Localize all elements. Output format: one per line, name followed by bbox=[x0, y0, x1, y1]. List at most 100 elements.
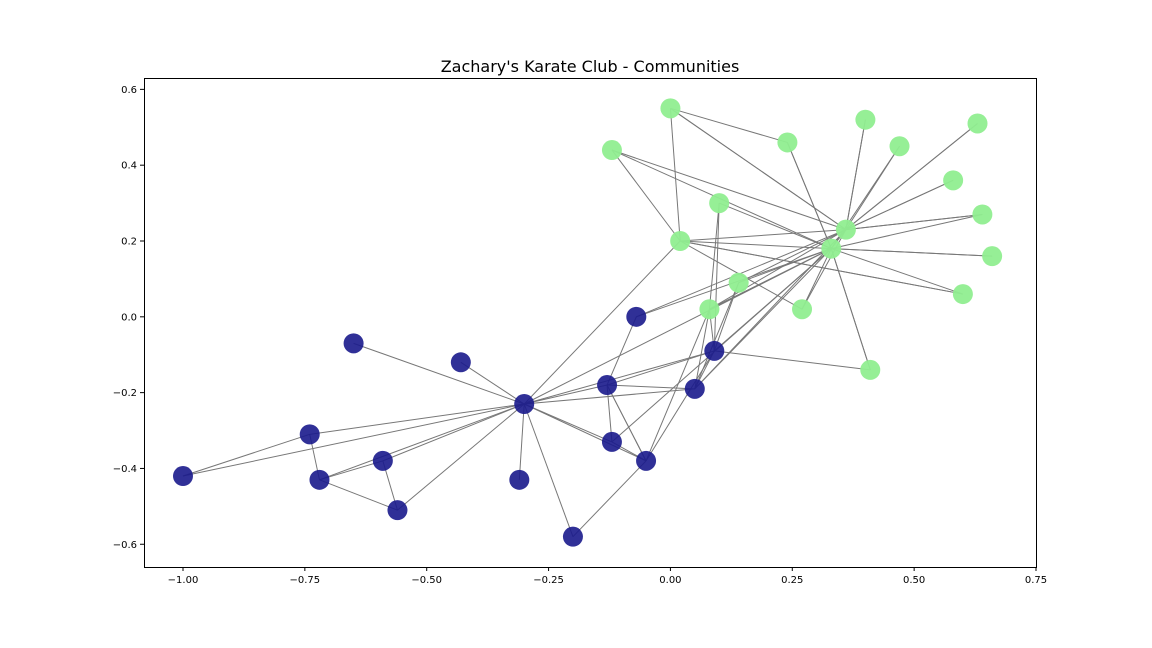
edge-68 bbox=[714, 350, 871, 371]
node-11 bbox=[509, 469, 530, 490]
edges-layer bbox=[182, 107, 993, 538]
edge-28 bbox=[319, 460, 383, 481]
node-13 bbox=[626, 306, 647, 327]
edge-76 bbox=[845, 119, 866, 230]
edge-25 bbox=[645, 309, 710, 462]
node-31 bbox=[777, 132, 798, 153]
node-20 bbox=[728, 272, 749, 293]
edge-74 bbox=[670, 107, 847, 231]
nodes-layer bbox=[172, 98, 1003, 547]
edge-67 bbox=[830, 248, 871, 371]
node-16 bbox=[821, 238, 842, 259]
edge-4 bbox=[382, 403, 525, 462]
node-1 bbox=[597, 375, 618, 396]
y-axis: 0.6 0.4 0.2 0.0 −0.2 −0.4 −0.6 bbox=[113, 85, 144, 551]
node-12 bbox=[562, 526, 583, 547]
edge-19 bbox=[606, 350, 715, 386]
edge-57 bbox=[611, 149, 847, 231]
node-33 bbox=[601, 140, 622, 161]
edge-73 bbox=[611, 149, 681, 242]
edge-78 bbox=[845, 213, 983, 231]
edge-64 bbox=[713, 203, 720, 351]
x-tick-label-6: 0.50 bbox=[903, 575, 925, 586]
node-0 bbox=[514, 394, 535, 414]
y-tick-label-2: 0.2 bbox=[121, 237, 137, 248]
x-tick-label-1: −0.75 bbox=[290, 575, 321, 586]
node-8 bbox=[172, 466, 193, 487]
node-5 bbox=[372, 450, 393, 471]
edge-42 bbox=[831, 248, 964, 295]
edge-79 bbox=[831, 248, 993, 257]
node-26 bbox=[972, 204, 993, 225]
edge-54 bbox=[845, 145, 900, 230]
x-tick-label-7: 0.75 bbox=[1025, 575, 1047, 586]
edge-20 bbox=[607, 384, 695, 390]
edge-2 bbox=[523, 403, 613, 443]
node-9 bbox=[343, 333, 364, 354]
edge-7 bbox=[182, 403, 525, 477]
edge-71 bbox=[670, 107, 788, 143]
chart-title: Zachary's Karate Club - Communities bbox=[441, 57, 740, 76]
y-tick-label-6: −0.6 bbox=[113, 540, 137, 551]
node-17 bbox=[835, 219, 856, 240]
edge-21 bbox=[606, 384, 647, 462]
edge-8 bbox=[353, 342, 525, 405]
x-tick-label-5: 0.25 bbox=[781, 575, 803, 586]
edge-30 bbox=[182, 433, 310, 477]
node-32 bbox=[660, 98, 681, 119]
node-22 bbox=[792, 299, 813, 320]
edge-65 bbox=[694, 282, 740, 390]
edge-72 bbox=[786, 142, 832, 249]
edge-13 bbox=[524, 350, 715, 405]
y-tick-label-4: −0.2 bbox=[113, 388, 137, 399]
edge-10 bbox=[518, 403, 525, 480]
edge-60 bbox=[669, 108, 681, 242]
node-19 bbox=[709, 193, 730, 214]
edge-11 bbox=[523, 403, 574, 537]
node-25 bbox=[982, 246, 1003, 267]
edge-0 bbox=[524, 384, 608, 405]
node-15 bbox=[704, 340, 725, 361]
x-tick-label-4: 0.00 bbox=[659, 575, 681, 586]
node-30 bbox=[855, 109, 876, 130]
edge-12 bbox=[524, 388, 695, 405]
edge-27 bbox=[319, 479, 398, 511]
node-27 bbox=[943, 170, 964, 191]
y-tick-label-0: 0.6 bbox=[121, 85, 137, 96]
edge-66 bbox=[709, 248, 832, 310]
edge-77 bbox=[845, 179, 954, 231]
node-28 bbox=[967, 113, 988, 134]
node-24 bbox=[952, 284, 973, 305]
x-axis: −1.00 −0.75 −0.50 −0.25 0.00 0.25 0.50 0.75 bbox=[168, 567, 1047, 586]
edge-40 bbox=[801, 248, 832, 310]
edge-62 bbox=[718, 202, 832, 250]
x-tick-label-2: −0.50 bbox=[411, 575, 442, 586]
edge-61 bbox=[680, 240, 832, 250]
edge-6 bbox=[309, 403, 525, 435]
edge-83 bbox=[694, 229, 847, 390]
x-tick-label-3: −0.25 bbox=[533, 575, 564, 586]
edge-5 bbox=[319, 403, 525, 481]
edge-70 bbox=[680, 240, 963, 295]
x-tick-label-0: −1.00 bbox=[168, 575, 199, 586]
edge-75 bbox=[845, 123, 978, 231]
node-10 bbox=[450, 352, 471, 373]
edge-18 bbox=[606, 316, 637, 386]
y-tick-label-3: 0.0 bbox=[121, 312, 137, 323]
edge-23 bbox=[572, 460, 647, 538]
node-2 bbox=[636, 450, 657, 471]
edge-14 bbox=[523, 240, 681, 405]
edge-9 bbox=[460, 361, 525, 405]
node-29 bbox=[889, 136, 910, 157]
node-14 bbox=[684, 378, 705, 399]
node-3 bbox=[601, 431, 622, 452]
node-7 bbox=[299, 424, 320, 445]
edge-1 bbox=[523, 403, 647, 462]
node-21 bbox=[699, 299, 720, 320]
node-18 bbox=[670, 231, 691, 251]
edge-58 bbox=[680, 229, 846, 242]
plot-frame bbox=[144, 78, 1037, 568]
edge-3 bbox=[397, 403, 525, 511]
edge-48 bbox=[738, 229, 847, 284]
node-6 bbox=[309, 469, 330, 490]
